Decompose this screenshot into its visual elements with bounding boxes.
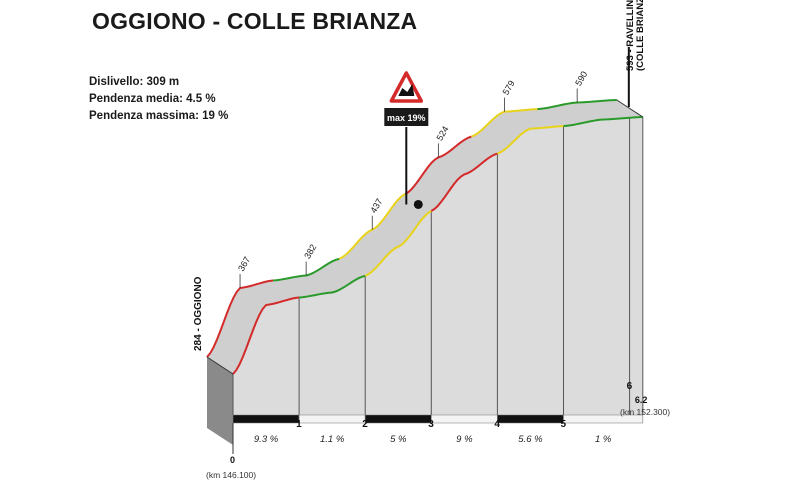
km-tick-label: 4 [494, 419, 500, 430]
profile-front-edge [563, 116, 643, 128]
profile-back-edge [404, 135, 472, 195]
segment-gradient-label: 1.1 % [320, 434, 345, 445]
stat-value: 19 % [202, 110, 229, 122]
warning-sign-icon [389, 71, 424, 103]
start-label: 284 - OGGIONO [193, 276, 204, 351]
stat-max-gradient: Pendenza massima: 19 % [89, 110, 229, 122]
segment-gradient-label: 9 % [456, 434, 473, 445]
gradient-band [364, 414, 432, 424]
stats-box: Dislivello: 309 m Pendenza media: 4.5 % … [89, 74, 228, 125]
max-marker-dot [413, 199, 423, 209]
altitude-label: 524 [434, 124, 450, 142]
profile-front-edge [430, 152, 498, 212]
max-gradient-label: max 19% [387, 113, 426, 123]
km-tick-label: 3 [428, 419, 434, 430]
profile-back-edge [273, 257, 340, 282]
gradient-band [298, 414, 366, 424]
profile-back-edge [206, 279, 274, 358]
profile-front-edge [299, 274, 366, 299]
altitude-label: 367 [236, 255, 252, 273]
km-tick-label: 6.2 [635, 395, 648, 405]
profile-front-edge [497, 125, 564, 155]
altitude-label: 437 [368, 197, 384, 215]
km-start-label: (km 146.100) [206, 470, 256, 480]
altitude-label: 382 [302, 242, 318, 260]
gradient-band [232, 414, 300, 424]
km-tick-label: 1 [296, 419, 302, 430]
stat-average-gradient: Pendenza media: 4.5 % [89, 93, 216, 105]
segment-gradient-label: 1 % [595, 434, 612, 445]
km-tick-label: 5 [561, 419, 567, 430]
altitude-label: 590 [573, 69, 589, 87]
km-tick-label: 6 [627, 381, 633, 392]
stat-label: Pendenza media [89, 93, 180, 105]
gradient-band [563, 414, 644, 424]
stat-value: 4.5 % [186, 93, 216, 105]
profile-start-face [207, 357, 233, 445]
slope-glyph-icon [398, 84, 415, 96]
profile-front-face [233, 117, 643, 415]
segment-gradient-label: 5.6 % [518, 434, 543, 445]
km-tick-label: 0 [230, 455, 235, 465]
stat-label: Pendenza massima [89, 110, 196, 122]
stat-label: Dislivello [89, 76, 140, 88]
profile-back-edge [537, 99, 617, 111]
segment-gradient-label: 5 % [390, 434, 407, 445]
max-gradient-badge [384, 108, 429, 126]
profile-start-edge [206, 356, 234, 375]
chart-title: OGGIONO - COLLE BRIANZA [92, 8, 418, 34]
gradient-band [430, 414, 498, 424]
profile-front-edge [232, 296, 300, 375]
segment-gradient-label: 9.3 % [254, 434, 279, 445]
stat-elevation-gain: Dislivello: 309 m [89, 76, 180, 88]
profile-end-edge [616, 99, 644, 118]
km-end-label: (km 152.300) [620, 407, 670, 417]
gradient-band [497, 414, 564, 424]
stat-value: 309 m [146, 76, 180, 88]
finish-label: 593 - RAVELLINO [625, 0, 636, 71]
km-tick-label: 2 [362, 419, 368, 430]
profile-front-edge [364, 210, 432, 277]
finish-label: (COLLE BRIANZA) [635, 0, 646, 71]
altitude-label: 579 [501, 79, 517, 97]
